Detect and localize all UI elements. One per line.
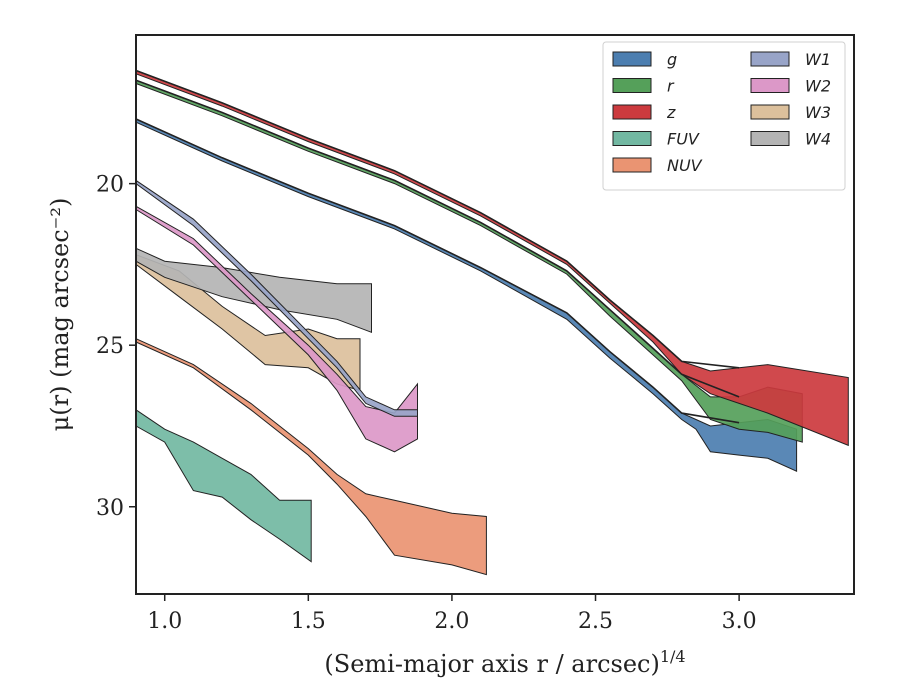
legend-label: W3 bbox=[805, 103, 831, 122]
band-w2 bbox=[135, 205, 418, 453]
x-axis-label-superscript: 1/4 bbox=[660, 647, 686, 666]
legend-swatch bbox=[750, 131, 790, 146]
legend-label: r bbox=[667, 77, 675, 96]
legend-swatch bbox=[750, 51, 790, 67]
band-w1 bbox=[135, 179, 418, 417]
legend-item-w1: W1 bbox=[750, 50, 831, 69]
legend-label: FUV bbox=[667, 130, 700, 149]
legend-swatch bbox=[612, 104, 652, 120]
y-tick-label: 30 bbox=[96, 496, 124, 521]
y-tick-label: 25 bbox=[96, 334, 124, 359]
legend-swatch bbox=[612, 157, 652, 173]
profile-line-layer bbox=[135, 69, 740, 424]
legend-swatch bbox=[612, 131, 652, 146]
legend-swatch bbox=[612, 51, 652, 67]
legend-swatch bbox=[750, 104, 790, 120]
legend-item-z: z bbox=[612, 103, 676, 122]
y-axis-label: μ(r) (mag arcsec⁻²) bbox=[46, 198, 74, 432]
x-tick-label: 1.5 bbox=[291, 609, 326, 634]
legend-label: z bbox=[666, 103, 676, 122]
x-tick-label: 2.5 bbox=[578, 609, 613, 634]
legend-item-fuv: FUV bbox=[612, 130, 700, 149]
legend-item-nuv: NUV bbox=[612, 156, 703, 175]
legend-item-w2: W2 bbox=[750, 77, 831, 96]
legend-label: NUV bbox=[667, 156, 703, 175]
band-nuv bbox=[135, 337, 487, 576]
legend-label: W2 bbox=[805, 77, 831, 96]
y-axis: 20 25 30 bbox=[96, 173, 136, 521]
x-axis-label: (Semi-major axis r / arcsec)1/4 bbox=[324, 647, 685, 678]
legend: grz FUV NUV W1 W2 W3 W4 bbox=[602, 41, 846, 191]
x-axis-label-text: (Semi-major axis r / arcsec) bbox=[324, 650, 659, 678]
legend-swatch bbox=[612, 78, 652, 93]
legend-swatch bbox=[750, 78, 790, 93]
legend-item-g: g bbox=[612, 50, 677, 69]
x-tick-label: 2.0 bbox=[434, 609, 469, 634]
profile-line-3 bbox=[135, 118, 740, 424]
legend-label: W1 bbox=[805, 50, 831, 69]
legend-item-w4: W4 bbox=[750, 130, 831, 149]
y-tick-label: 20 bbox=[96, 173, 124, 198]
x-tick-label: 1.0 bbox=[147, 609, 182, 634]
x-tick-label: 3.0 bbox=[722, 609, 757, 634]
plot-frame bbox=[135, 34, 855, 595]
band-fuv bbox=[135, 408, 312, 563]
profile-line-2 bbox=[135, 79, 740, 398]
legend-item-r: r bbox=[612, 77, 675, 96]
legend-label: W4 bbox=[805, 130, 831, 149]
legend-item-w3: W3 bbox=[750, 103, 831, 122]
profile-line-1 bbox=[135, 69, 740, 369]
x-axis: 1.0 1.5 2.0 2.5 3.0 bbox=[147, 594, 757, 634]
legend-label: g bbox=[667, 50, 677, 69]
